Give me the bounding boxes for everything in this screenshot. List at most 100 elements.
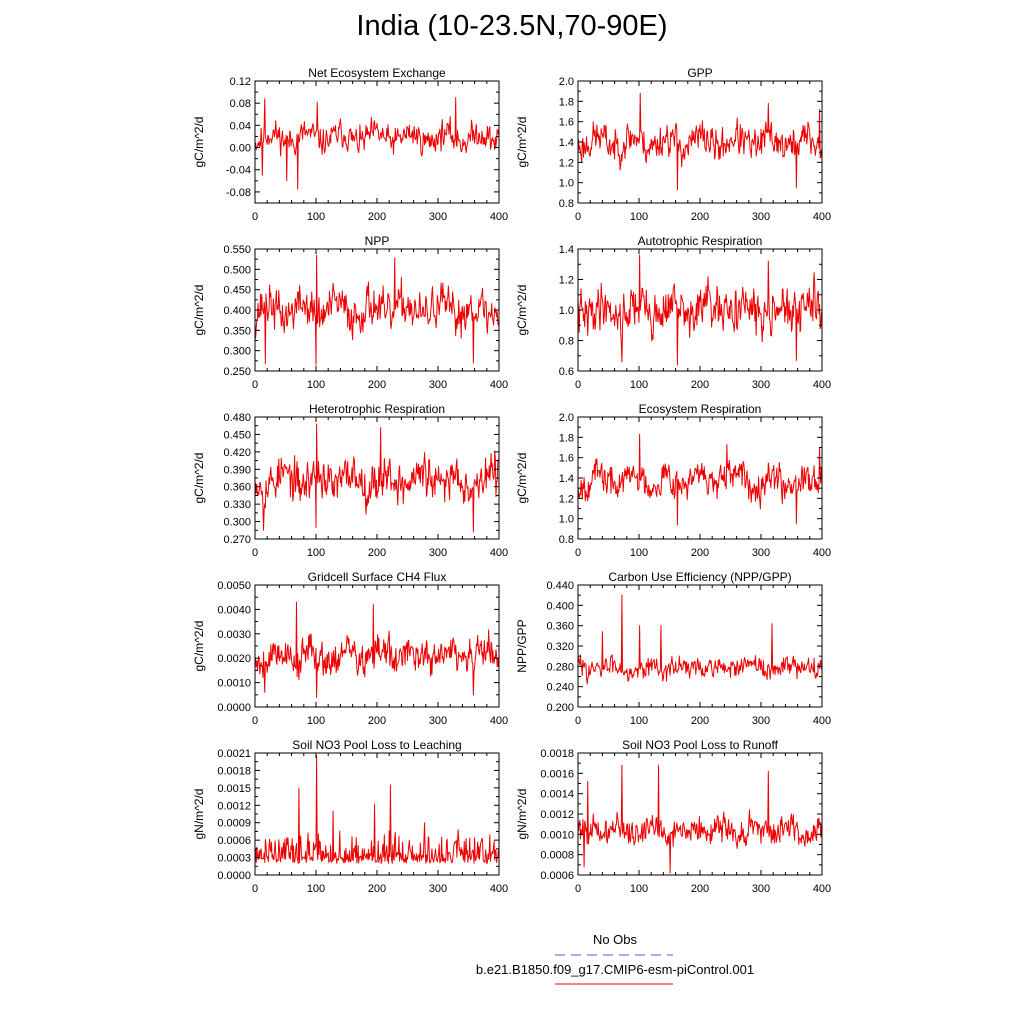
y-tick-label: 0.0009 — [217, 818, 251, 830]
y-axis-label: gC/m^2/d — [192, 621, 206, 672]
y-tick-label: 0.0050 — [217, 580, 251, 592]
x-tick-label: 100 — [307, 883, 325, 895]
plot-title: Net Ecosystem Exchange — [308, 66, 446, 80]
x-tick-label: 200 — [368, 715, 386, 727]
y-tick-label: 0.0021 — [217, 748, 251, 760]
x-tick-label: 0 — [252, 883, 258, 895]
series-line — [577, 764, 822, 874]
plot-title: Ecosystem Respiration — [639, 402, 762, 416]
plot-title: Heterotrophic Respiration — [309, 402, 445, 416]
plot-6: Ecosystem Respiration gC/m^2/d 0 100 200 300 4… — [515, 402, 831, 559]
y-tick-label: 0.200 — [546, 702, 574, 714]
x-tick-label: 100 — [630, 211, 648, 223]
y-tick-label: 0.450 — [223, 429, 251, 441]
y-tick-label: 2.0 — [559, 76, 574, 88]
y-tick-label: 1.6 — [559, 453, 574, 465]
y-tick-label: 0.0018 — [217, 765, 251, 777]
series-line — [577, 254, 822, 366]
plot-title: Soil NO3 Pool Loss to Leaching — [292, 738, 461, 752]
x-tick-label: 300 — [429, 883, 447, 895]
plot-frame — [254, 752, 500, 876]
y-tick-label: 1.4 — [559, 137, 574, 149]
y-tick-label: 0.0020 — [217, 653, 251, 665]
y-tick-label: 0.08 — [230, 98, 251, 110]
x-tick-label: 200 — [691, 379, 709, 391]
plot-title: Carbon Use Efficiency (NPP/GPP) — [608, 570, 791, 584]
y-tick-label: 0.390 — [223, 464, 251, 476]
y-tick-label: 0.00 — [230, 143, 251, 155]
x-tick-label: 100 — [630, 379, 648, 391]
x-tick-label: 100 — [307, 211, 325, 223]
y-tick-label: 1.4 — [559, 473, 574, 485]
x-tick-label: 100 — [307, 379, 325, 391]
x-tick-label: 100 — [307, 715, 325, 727]
plot-2: GPP gC/m^2/d 0 100 200 300 400 0.8 1.0 1.2 1.4 1.6 1… — [515, 66, 831, 223]
x-tick-label: 0 — [575, 211, 581, 223]
x-tick-label: 300 — [429, 547, 447, 559]
series-line — [254, 254, 499, 366]
y-tick-label: 0.0008 — [540, 850, 574, 862]
x-tick-label: 0 — [252, 715, 258, 727]
x-tick-label: 200 — [691, 883, 709, 895]
y-tick-label: 0.0010 — [540, 829, 574, 841]
y-tick-label: 0.0030 — [217, 629, 251, 641]
y-tick-label: 0.320 — [546, 641, 574, 653]
x-tick-label: 100 — [630, 883, 648, 895]
plot-title: Gridcell Surface CH4 Flux — [308, 570, 447, 584]
series-line — [254, 755, 499, 865]
series-line — [577, 594, 822, 685]
x-tick-label: 400 — [490, 715, 508, 727]
y-tick-label: 0.450 — [223, 285, 251, 297]
y-tick-label: 0.250 — [223, 366, 251, 378]
y-tick-label: 0.550 — [223, 244, 251, 256]
x-tick-label: 400 — [490, 547, 508, 559]
plot-title: Autotrophic Respiration — [638, 234, 763, 248]
plot-7: Gridcell Surface CH4 Flux gC/m^2/d 0 100 200… — [192, 570, 508, 727]
x-tick-label: 400 — [490, 883, 508, 895]
x-tick-label: 400 — [813, 547, 831, 559]
y-tick-label: 0.8 — [559, 534, 574, 546]
y-tick-label: 1.8 — [559, 432, 574, 444]
y-axis-label: gC/m^2/d — [515, 285, 529, 336]
y-tick-label: 0.420 — [223, 447, 251, 459]
x-tick-label: 0 — [252, 547, 258, 559]
x-tick-label: 300 — [752, 883, 770, 895]
y-tick-label: 0.0000 — [217, 870, 251, 882]
y-tick-label: 0.0015 — [217, 783, 251, 795]
series-line — [254, 97, 499, 190]
x-tick-label: 300 — [752, 379, 770, 391]
plot-frame — [577, 752, 823, 876]
x-tick-label: 400 — [490, 211, 508, 223]
y-tick-label: 0.270 — [223, 534, 251, 546]
y-tick-label: 0.0006 — [217, 835, 251, 847]
legend-obs-label: No Obs — [592, 932, 638, 947]
x-tick-label: 200 — [368, 883, 386, 895]
y-axis-label: gC/m^2/d — [192, 285, 206, 336]
y-tick-label: 0.300 — [223, 517, 251, 529]
y-tick-label: 2.0 — [559, 412, 574, 424]
plot-3: NPP gC/m^2/d 0 100 200 300 400 0.250 0.300 0.350 0… — [192, 234, 508, 391]
y-tick-label: 1.2 — [559, 275, 574, 287]
x-tick-label: 400 — [490, 379, 508, 391]
y-tick-label: 0.350 — [223, 325, 251, 337]
y-tick-label: 0.360 — [223, 482, 251, 494]
y-tick-label: 0.04 — [230, 120, 251, 132]
x-tick-label: 300 — [429, 211, 447, 223]
plot-5: Heterotrophic Respiration gC/m^2/d 0 100 200… — [192, 402, 508, 559]
x-tick-label: 0 — [575, 883, 581, 895]
y-tick-label: 0.0012 — [540, 809, 574, 821]
y-tick-label: 0.240 — [546, 682, 574, 694]
x-tick-label: 0 — [575, 715, 581, 727]
plot-title: GPP — [687, 66, 712, 80]
y-tick-label: 0.400 — [223, 305, 251, 317]
y-tick-label: 1.6 — [559, 117, 574, 129]
y-axis-label: NPP/GPP — [515, 619, 529, 672]
x-tick-label: 300 — [752, 547, 770, 559]
plot-1: Net Ecosystem Exchange gC/m^2/d 0 100 200 300… — [192, 66, 508, 223]
y-tick-label: 0.6 — [559, 366, 574, 378]
x-tick-label: 100 — [307, 547, 325, 559]
x-tick-label: 0 — [252, 211, 258, 223]
y-tick-label: 1.2 — [559, 493, 574, 505]
